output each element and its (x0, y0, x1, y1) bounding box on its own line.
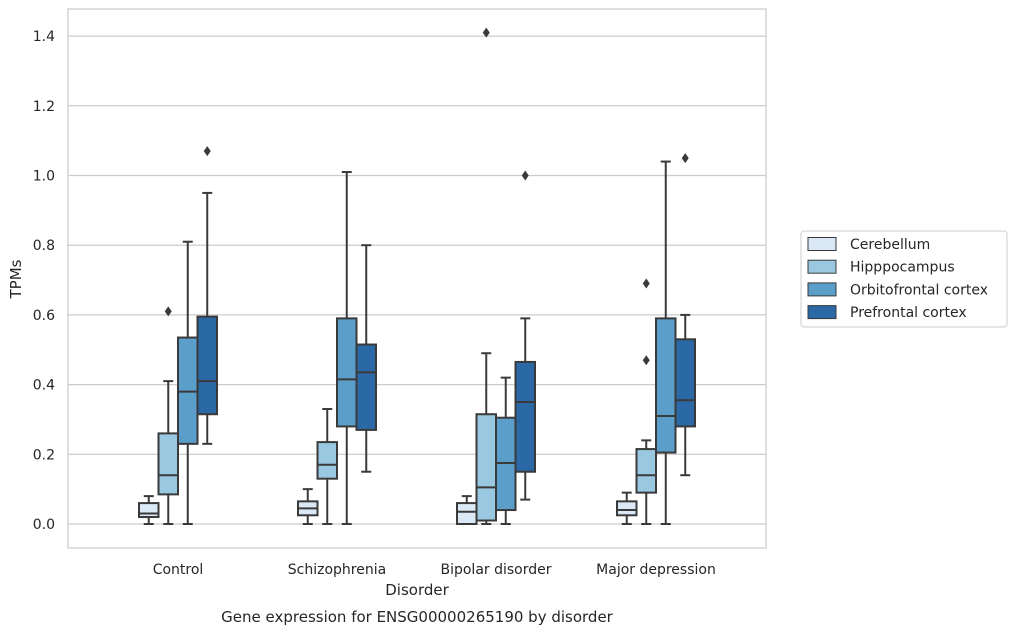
box-iqr (196, 315, 218, 416)
legend-label: Orbitofrontal cortex (850, 282, 988, 298)
box-prefrontal-cortex (196, 146, 218, 445)
legend-label: Cerebellum (850, 237, 930, 253)
box-prefrontal-cortex (514, 170, 536, 501)
legend-swatch (807, 282, 837, 297)
boxes (138, 27, 696, 525)
x-axis-ticks: Control Schizophrenia Bipolar disorder Majo… (153, 562, 716, 578)
legend-frame (800, 230, 1008, 328)
box-iqr (635, 448, 657, 494)
x-tick-label: Schizophrenia (288, 562, 386, 578)
box-iqr (655, 317, 677, 454)
y-tick-label: 0.2 (33, 447, 55, 463)
y-tick-label: 1.0 (33, 169, 55, 185)
box-iqr (475, 413, 497, 522)
box-prefrontal-cortex (674, 153, 696, 477)
box-cerebellum (297, 488, 319, 525)
box-iqr (157, 432, 179, 496)
y-tick-label: 0.8 (33, 238, 55, 254)
x-tick-label: Bipolar disorder (440, 562, 551, 578)
box-iqr (674, 338, 696, 428)
outlier-point (203, 146, 211, 157)
legend-swatch (807, 237, 837, 251)
plot-frame (67, 8, 767, 549)
outlier-point (642, 278, 650, 289)
box-orbitofrontal-cortex (495, 376, 517, 525)
box-hipppocampus (475, 27, 497, 525)
y-tick-label: 0.4 (33, 378, 55, 394)
y-tick-label: 1.2 (33, 99, 55, 115)
legend-label: Hipppocampus (850, 260, 955, 276)
chart-caption: Gene expression for ENSG00000265190 by d… (221, 608, 614, 626)
x-axis-label: Disorder (385, 581, 449, 599)
legend-swatch (807, 305, 837, 320)
outlier-point (482, 27, 490, 38)
box-iqr (514, 360, 536, 473)
box-hipppocampus (635, 278, 657, 525)
legend-label: Prefrontal cortex (850, 305, 967, 321)
y-axis-label: TPMs (7, 259, 25, 299)
outlier-point (681, 153, 689, 164)
outlier-point (642, 355, 650, 366)
y-tick-label: 1.4 (33, 29, 55, 45)
box-iqr (456, 502, 478, 525)
x-tick-label: Major depression (596, 562, 716, 578)
box-iqr (316, 441, 338, 480)
box-orbitofrontal-cortex (655, 160, 677, 525)
box-iqr (138, 502, 160, 519)
box-iqr (616, 500, 638, 517)
y-tick-label: 0.0 (33, 517, 55, 533)
box-hipppocampus (316, 407, 338, 525)
box-iqr (336, 317, 358, 428)
y-axis-ticks: 0.0 0.2 0.4 0.6 0.8 1.0 1.2 1.4 (33, 29, 55, 533)
box-cerebellum (616, 491, 638, 525)
box-prefrontal-cortex (355, 244, 377, 473)
box-hipppocampus (157, 306, 179, 525)
box-cerebellum (138, 495, 160, 525)
x-tick-label: Control (153, 562, 204, 578)
outlier-point (164, 306, 172, 317)
legend-swatch (807, 259, 837, 274)
box-iqr (355, 343, 377, 431)
legend: Cerebellum Hipppocampus Orbitofrontal cort… (800, 230, 1008, 328)
outlier-point (521, 170, 529, 181)
y-tick-label: 0.6 (33, 308, 55, 324)
